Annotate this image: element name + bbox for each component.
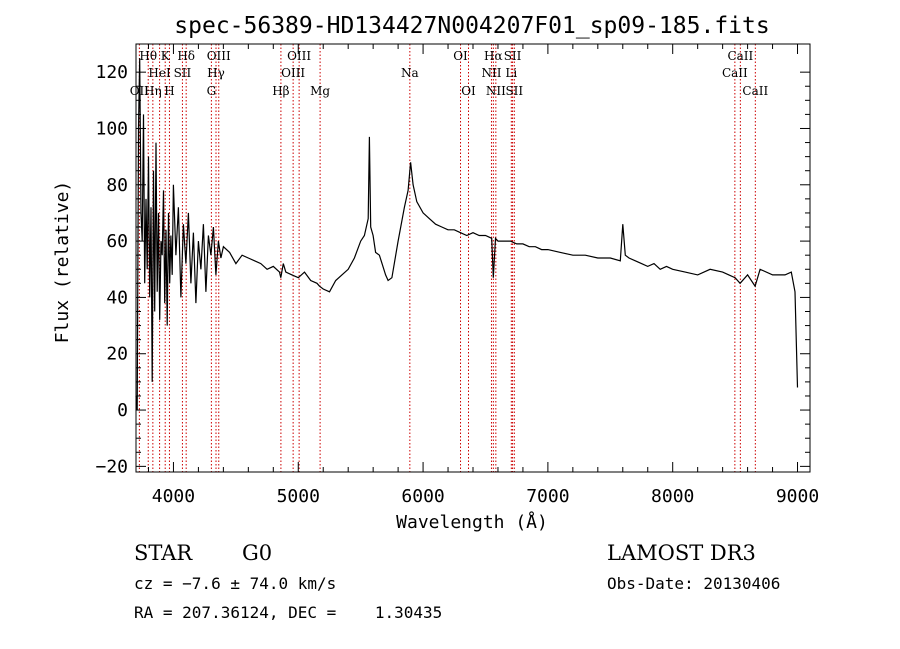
object-subclass: G0 <box>242 541 272 565</box>
spectral-line-label: Mg <box>310 84 330 98</box>
y-tick-label: 120 <box>95 62 128 83</box>
spectral-line-label: Hδ <box>177 49 195 63</box>
x-tick-label: 9000 <box>776 486 819 507</box>
spectral-line-label: G <box>207 84 217 98</box>
spectral-line-label: Hη <box>144 84 162 98</box>
coordinates-text: RA = 207.36124, DEC = 1.30435 <box>134 603 442 622</box>
y-tick-label: 40 <box>106 287 128 308</box>
x-axis-ticks: 4000 5000 6000 7000 8000 9000 <box>147 44 819 507</box>
spectral-line-label: NII <box>486 84 506 98</box>
spectral-line-labels: OIIHθHηHeIKHSIIHδGHγOIIIHβOIIIOIIIMgNaOI… <box>130 49 769 98</box>
y-tick-label: 80 <box>106 175 128 196</box>
spectral-line-label: OI <box>461 84 476 98</box>
spectral-line-label: OIII <box>287 49 311 63</box>
spectral-line-label: Hα <box>484 49 503 63</box>
spectral-line-label: CaII <box>722 66 748 80</box>
spectral-line-label: CaII <box>742 84 768 98</box>
chart-title: spec-56389-HD134427N004207F01_sp09-185.f… <box>174 13 769 39</box>
y-tick-label: −20 <box>95 456 128 477</box>
x-tick-label: 7000 <box>526 486 569 507</box>
x-tick-label: 8000 <box>651 486 694 507</box>
spectral-line-label: H <box>164 84 174 98</box>
spectral-line-label: OIII <box>207 49 231 63</box>
spectral-line-label: NII <box>481 66 501 80</box>
x-tick-label: 6000 <box>401 486 444 507</box>
obs-date-text: Obs-Date: 20130406 <box>607 574 780 593</box>
y-tick-label: 60 <box>106 231 128 252</box>
spectral-line-label: Hθ <box>139 49 157 63</box>
spectral-line-label: HeI <box>148 66 171 80</box>
plot-area: OIIHθHηHeIKHSIIHδGHγOIIIHβOIIIOIIIMgNaOI… <box>130 44 799 472</box>
spectral-line-label: K <box>161 49 171 63</box>
spectral-line-label: Hγ <box>207 66 225 80</box>
y-axis-title: Flux (relative) <box>52 181 73 344</box>
info-panel: STAR G0 cz = −7.6 ± 74.0 km/s RA = 207.3… <box>134 541 780 622</box>
y-tick-label: 0 <box>117 400 128 421</box>
spectral-line-label: CaII <box>727 49 753 63</box>
spectrum-series-line <box>135 58 799 411</box>
spectral-line-label: SII <box>505 84 523 98</box>
redshift-text: cz = −7.6 ± 74.0 km/s <box>134 574 336 593</box>
spectral-line-label: OI <box>453 49 468 63</box>
object-class: STAR <box>134 541 193 565</box>
x-axis-title: Wavelength (Å) <box>396 511 548 533</box>
y-tick-label: 20 <box>106 344 128 365</box>
spectral-line-label: SII <box>174 66 192 80</box>
spectral-line-label: OIII <box>281 66 305 80</box>
spectral-line-label: Hβ <box>272 84 289 98</box>
spectral-line-markers <box>138 44 756 472</box>
spectral-line-label: SII <box>504 49 522 63</box>
x-tick-label: 5000 <box>277 486 320 507</box>
axes-frame <box>135 43 811 473</box>
spectral-line-label: Li <box>505 66 517 80</box>
spectral-line-label: Na <box>401 66 419 80</box>
y-tick-label: 100 <box>95 118 128 139</box>
x-tick-label: 4000 <box>152 486 195 507</box>
survey-label: LAMOST DR3 <box>607 541 756 565</box>
y-axis-ticks: −20 0 20 40 60 80 100 120 <box>95 62 810 477</box>
